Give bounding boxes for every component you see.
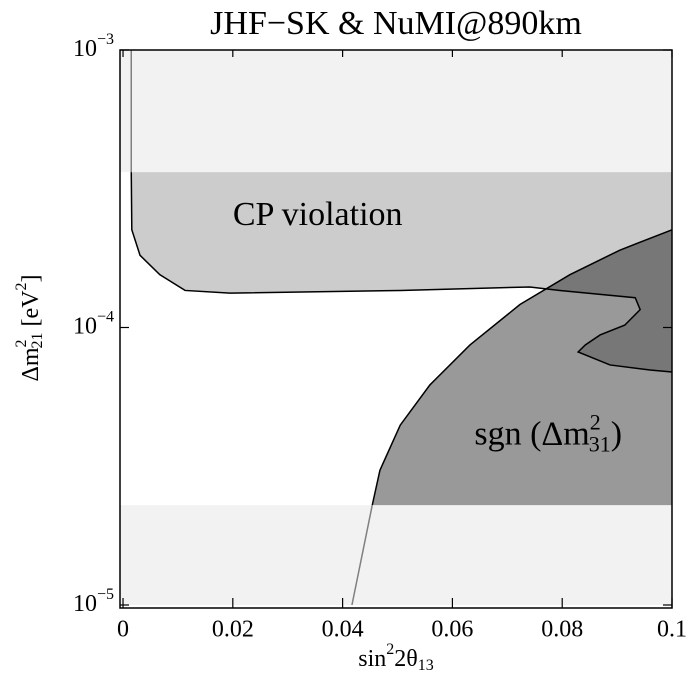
excluded-band [120, 505, 672, 605]
annotation: CP violation [233, 196, 403, 233]
y-tick-exponent: −4 [97, 308, 114, 325]
region [131, 172, 673, 373]
y-tick-label: 10−3 [73, 31, 114, 62]
y-label-sup: 2 [13, 282, 30, 290]
y-tick-label: 10−5 [73, 586, 114, 617]
y-axis-label: Δm221 [eV2] [13, 274, 46, 381]
region-boundary [371, 229, 673, 506]
region [372, 229, 672, 506]
x-label-sup: 2 [386, 641, 394, 658]
boundary-extension [351, 504, 373, 606]
y-tick-base: 10 [73, 313, 97, 339]
x-label-sub: 13 [418, 657, 434, 674]
y-label-sub: 21 [29, 332, 46, 348]
y-label-sup: 2 [13, 339, 30, 347]
x-tick-label: 0.06 [431, 617, 473, 643]
excluded-band [120, 50, 672, 173]
x-tick-label: 0.08 [541, 617, 583, 643]
x-tick-label: 0 [117, 617, 129, 643]
region-boundary [130, 172, 673, 373]
x-tick-label: 0.02 [212, 617, 254, 643]
y-tick-label: 10−4 [73, 308, 114, 339]
y-tick-exponent: −5 [97, 586, 114, 603]
annotation-text: CP violation [233, 196, 403, 233]
x-label-text: sin [358, 646, 386, 672]
annotation-text: ) [611, 415, 622, 452]
x-tick-label: 0.04 [322, 617, 364, 643]
y-label-text: Δm [18, 347, 44, 381]
y-tick-base: 10 [73, 36, 97, 62]
y-label-text: [eV [18, 290, 44, 333]
y-tick-exponent: −3 [97, 31, 114, 48]
annotation-text: sgn (Δm [474, 415, 589, 452]
x-axis-label: sin22θ13 [358, 641, 434, 674]
annotation-sup: 2 [590, 409, 601, 434]
y-tick-base: 10 [73, 591, 97, 617]
annotation-sub: 31 [589, 431, 611, 456]
annotation: sgn (Δm2 31) [474, 409, 622, 456]
x-tick-label: 0.1 [657, 617, 687, 643]
chart-title: JHF−SK & NuMI@890km [210, 5, 582, 42]
x-label-text: 2θ [394, 646, 418, 672]
plot-area [120, 50, 673, 606]
y-label-text: ] [18, 274, 44, 282]
plot-frame [119, 49, 673, 609]
